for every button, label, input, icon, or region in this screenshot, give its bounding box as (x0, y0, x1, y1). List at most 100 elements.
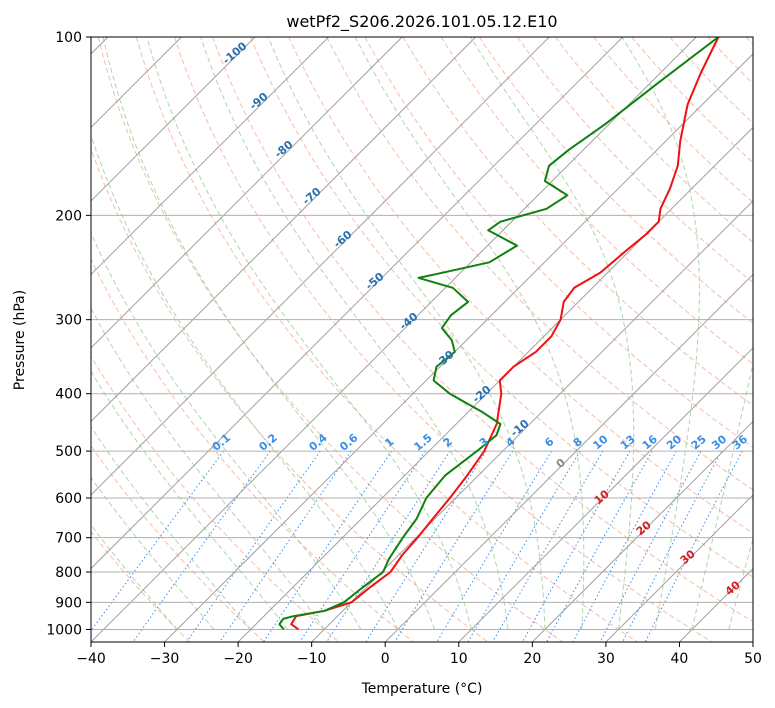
isotherm-line (91, 37, 329, 276)
dry-adiabat-label: -40 (397, 310, 421, 333)
mixing-ratio-line (219, 450, 352, 642)
mixing-ratio-line (546, 450, 653, 642)
x-tick-label: 40 (671, 651, 689, 667)
y-tick-label: 200 (55, 208, 82, 224)
chart-title: wetPf2_S206.2026.101.05.12.E10 (286, 12, 557, 32)
moist-adiabat-label: 0 (554, 456, 568, 471)
y-axis-label: Pressure (hPa) (12, 290, 28, 390)
isotherm-line (164, 53, 753, 642)
isotherm-line (605, 494, 753, 642)
mixing-ratio-line (492, 450, 604, 642)
moist-adiabat-line (91, 307, 325, 630)
moist-adiabat-line (146, 37, 472, 630)
moist-adiabat-line (91, 524, 178, 630)
isotherm-line (91, 37, 697, 642)
mixing-ratio-label: 16 (640, 432, 660, 452)
x-axis-label: Temperature (°C) (361, 681, 483, 697)
isotherm-line (91, 37, 256, 202)
temperature-profile-line (290, 37, 720, 631)
dry-adiabat-label: -90 (247, 90, 271, 113)
moist-adiabat-line (91, 425, 252, 630)
mixing-ratio-line (299, 450, 426, 642)
mixing-ratio-line (186, 450, 321, 642)
isotherm-line (91, 37, 550, 496)
dry-adiabat-line (91, 147, 489, 642)
dry-adiabat-line (91, 355, 340, 642)
y-axis: 100 200 300 400 500 600 700 800 900 1000 (46, 30, 91, 638)
mixing-ratio-line (467, 450, 581, 642)
mixing-ratio-label: 0.6 (337, 431, 361, 454)
dry-adiabat-label: -20 (470, 383, 494, 406)
mixing-ratio-line (599, 450, 702, 642)
x-tick-label: 0 (381, 651, 390, 667)
dry-adiabat-label: -50 (363, 270, 387, 293)
y-tick-label: 500 (55, 444, 82, 460)
mixing-ratio-line (522, 450, 631, 642)
dry-adiabat-line (288, 37, 753, 534)
isotherm-line (384, 273, 753, 642)
x-tick-label: −10 (297, 651, 327, 667)
x-tick-label: 10 (450, 651, 468, 667)
isotherm-line (311, 200, 753, 642)
mixing-ratio-label: 3 (477, 435, 491, 450)
mixing-ratio-label: 0.2 (257, 431, 280, 453)
x-tick-label: −20 (223, 651, 253, 667)
dry-adiabat-line (91, 444, 265, 642)
dry-adiabat-line (707, 37, 753, 85)
mixing-ratio-line (365, 450, 487, 642)
y-tick-label: 900 (55, 595, 82, 611)
plot-frame (90, 36, 754, 643)
dry-adiabat-label: -100 (220, 39, 250, 67)
mixing-ratio-label: 36 (730, 432, 750, 452)
moist-adiabat-line (91, 133, 399, 630)
profile-series (278, 37, 720, 631)
mixing-ratio-label: 30 (709, 432, 729, 452)
x-axis: −40 −30 −20 −10 0 10 20 30 40 50 (76, 642, 762, 667)
dry-adiabat-line (212, 37, 753, 623)
dry-adiabat-line (91, 258, 414, 642)
dry-adiabat-line (440, 37, 753, 365)
dry-adiabat-line (745, 37, 753, 46)
isotherm-line (91, 37, 477, 423)
moist-adiabat-label: 10 (592, 487, 612, 507)
y-tick-label: 1000 (46, 622, 82, 638)
y-tick-label: 800 (55, 565, 82, 581)
dry-adiabat-line (326, 37, 753, 491)
moist-adiabat-line (102, 37, 436, 630)
moist-adiabat-line (200, 37, 509, 630)
dry-adiabat-line (555, 37, 753, 243)
x-tick-label: 50 (744, 651, 762, 667)
dry-adiabat-line (97, 37, 563, 642)
moist-adiabat-line (470, 37, 635, 630)
isotherm-line (752, 641, 753, 642)
x-tick-label: −30 (150, 651, 180, 667)
dry-adiabat-line (91, 530, 191, 642)
pressure-grid (91, 37, 753, 630)
moist-adiabat-line (728, 537, 753, 630)
dry-adiabat-line (402, 37, 753, 406)
mixing-ratio-line (644, 450, 743, 642)
dry-adiabat-line (174, 37, 713, 642)
isotherm-line (91, 37, 403, 349)
mixing-ratio-line (91, 450, 225, 632)
isotherm-line (91, 37, 624, 570)
mixing-ratio-label: 1.5 (411, 431, 434, 453)
moist-adiabat-label: 20 (634, 518, 654, 538)
x-tick-label: 20 (523, 651, 541, 667)
dry-adiabat-line (135, 37, 638, 642)
y-tick-label: 300 (55, 313, 82, 329)
moist-adiabat-line (621, 37, 700, 630)
moist-adiabat-line (691, 361, 753, 630)
isotherm-line (679, 567, 753, 642)
mixing-ratio-label: 8 (571, 435, 585, 450)
isotherm-line (458, 347, 753, 642)
moist-adiabat-line (354, 37, 585, 630)
y-tick-label: 100 (55, 30, 82, 46)
mixing-ratio-label: 2 (441, 435, 455, 450)
mixing-ratio-line (263, 450, 393, 642)
dewpoint-profile-line (278, 37, 720, 631)
moist-adiabat-line (267, 37, 546, 630)
dry-adiabat-line (250, 37, 753, 578)
moist-adiabat-line (91, 476, 215, 630)
